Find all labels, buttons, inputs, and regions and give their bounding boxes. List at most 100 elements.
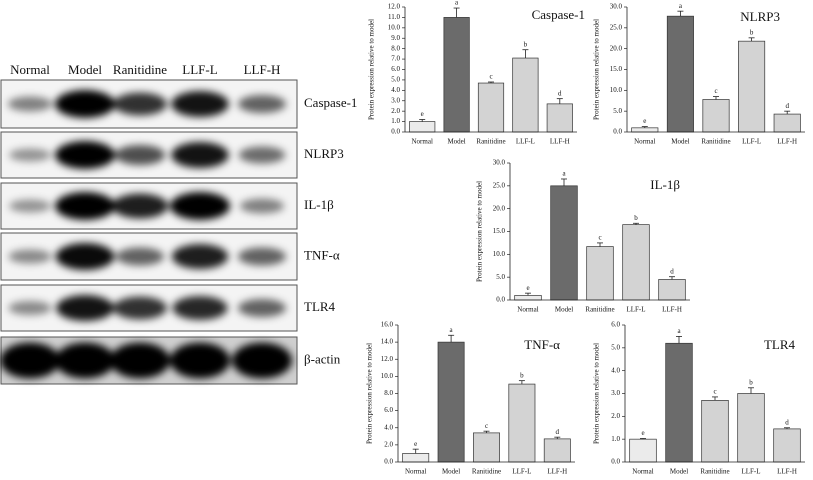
significance-letter: c (714, 87, 717, 95)
y-tick-label: 12.0 (381, 355, 394, 363)
lane-label: Normal (10, 62, 50, 77)
x-tick-label: LLF-H (547, 468, 567, 476)
chart-title: IL-1β (650, 177, 680, 192)
y-tick-label: 7.0 (391, 55, 400, 63)
y-tick-label: 6.0 (384, 406, 393, 414)
y-tick-label: 0.0 (611, 458, 620, 466)
y-tick-label: 0.0 (391, 128, 400, 136)
band (113, 296, 167, 320)
bar (586, 246, 614, 301)
x-tick-label: Model (671, 138, 689, 146)
significance-letter: a (450, 326, 454, 334)
y-tick-label: 5.0 (611, 343, 620, 351)
y-tick-label: 0.0 (496, 296, 505, 304)
y-tick-label: 30.0 (610, 3, 623, 11)
bar (477, 82, 505, 133)
y-tick-label: 16.0 (381, 321, 394, 329)
y-tick-label: 20.0 (610, 44, 623, 52)
band (239, 198, 285, 214)
y-axis-label: Protein expression relative to model (476, 181, 484, 282)
significance-letter: a (562, 170, 566, 178)
bands (8, 243, 286, 270)
bar (658, 279, 686, 301)
x-tick-label: Normal (634, 138, 655, 146)
bar (738, 40, 766, 133)
y-tick-label: 4.0 (611, 366, 620, 374)
bar (473, 432, 500, 463)
y-tick-label: 2.0 (391, 107, 400, 115)
band (110, 342, 170, 379)
y-tick-label: 15.0 (610, 65, 623, 73)
band (55, 192, 115, 220)
y-axis-label: Protein expression relative to model (366, 343, 374, 444)
bar (622, 224, 650, 301)
band (55, 342, 115, 379)
y-tick-label: 25.0 (610, 23, 623, 31)
bar (665, 342, 693, 463)
y-tick-label: 10.0 (381, 372, 394, 380)
y-tick-label: 11.0 (388, 13, 400, 21)
significance-letter: e (641, 429, 644, 437)
y-tick-label: 8.0 (391, 44, 400, 52)
y-tick-label: 20.0 (493, 204, 506, 212)
x-tick-label: Normal (412, 138, 433, 146)
bands (9, 192, 285, 220)
lane-label: LLF-H (244, 62, 281, 77)
bar-chart: NLRP3 Protein expression relative to mode… (593, 2, 805, 146)
y-tick-label: 3.0 (391, 96, 400, 104)
protein-label: NLRP3 (304, 146, 344, 161)
significance-letter: b (749, 378, 753, 386)
bar (409, 121, 436, 133)
y-tick-label: 10.0 (388, 23, 401, 31)
x-tick-label: Ranitidine (701, 138, 730, 146)
bar (631, 127, 659, 133)
band (172, 296, 228, 320)
y-tick-label: 10.0 (493, 250, 506, 258)
y-tick-label: 2.0 (384, 440, 393, 448)
significance-letter: e (414, 440, 417, 448)
bar (737, 393, 765, 463)
bar-chart: Caspase-1 Protein expression relative to … (368, 0, 585, 146)
bar (701, 400, 729, 463)
y-tick-label: 5.0 (391, 76, 400, 84)
significance-letter: d (556, 428, 560, 436)
y-tick-label: 5.0 (613, 107, 622, 115)
y-tick-label: 8.0 (384, 389, 393, 397)
x-tick-label: LLF-L (512, 468, 531, 476)
band (8, 249, 52, 264)
band (232, 342, 292, 379)
x-tick-label: LLF-L (626, 306, 645, 314)
x-tick-label: Normal (632, 468, 653, 476)
band (116, 247, 164, 266)
band (7, 96, 53, 112)
x-tick-label: Ranitidine (472, 468, 501, 476)
bands (9, 141, 286, 169)
band (238, 146, 286, 164)
significance-letter: e (421, 110, 424, 118)
x-tick-label: Ranitidine (585, 306, 614, 314)
protein-label: IL-1β (304, 197, 334, 212)
x-tick-label: LLF-L (742, 138, 761, 146)
bar (514, 295, 542, 301)
x-tick-label: LLF-H (662, 306, 682, 314)
bar (550, 185, 578, 301)
band (238, 95, 286, 113)
y-tick-label: 3.0 (611, 389, 620, 397)
significance-letter: d (670, 267, 674, 275)
band (170, 342, 230, 379)
lane-label: LLF-L (182, 62, 217, 77)
significance-letter: b (520, 371, 524, 379)
bar (629, 438, 657, 463)
x-tick-label: Normal (405, 468, 426, 476)
x-tick-label: Ranitidine (700, 468, 729, 476)
band (56, 295, 114, 321)
y-tick-label: 0.0 (613, 128, 622, 136)
band (0, 342, 60, 379)
bar-chart: IL-1β Protein expression relative to mode… (476, 159, 690, 314)
band (55, 90, 115, 118)
band (55, 141, 115, 169)
bar-chart: TNF-α Protein expression relative to mode… (366, 321, 575, 476)
significance-letter: c (713, 388, 716, 396)
chart-title: TNF-α (524, 337, 560, 352)
